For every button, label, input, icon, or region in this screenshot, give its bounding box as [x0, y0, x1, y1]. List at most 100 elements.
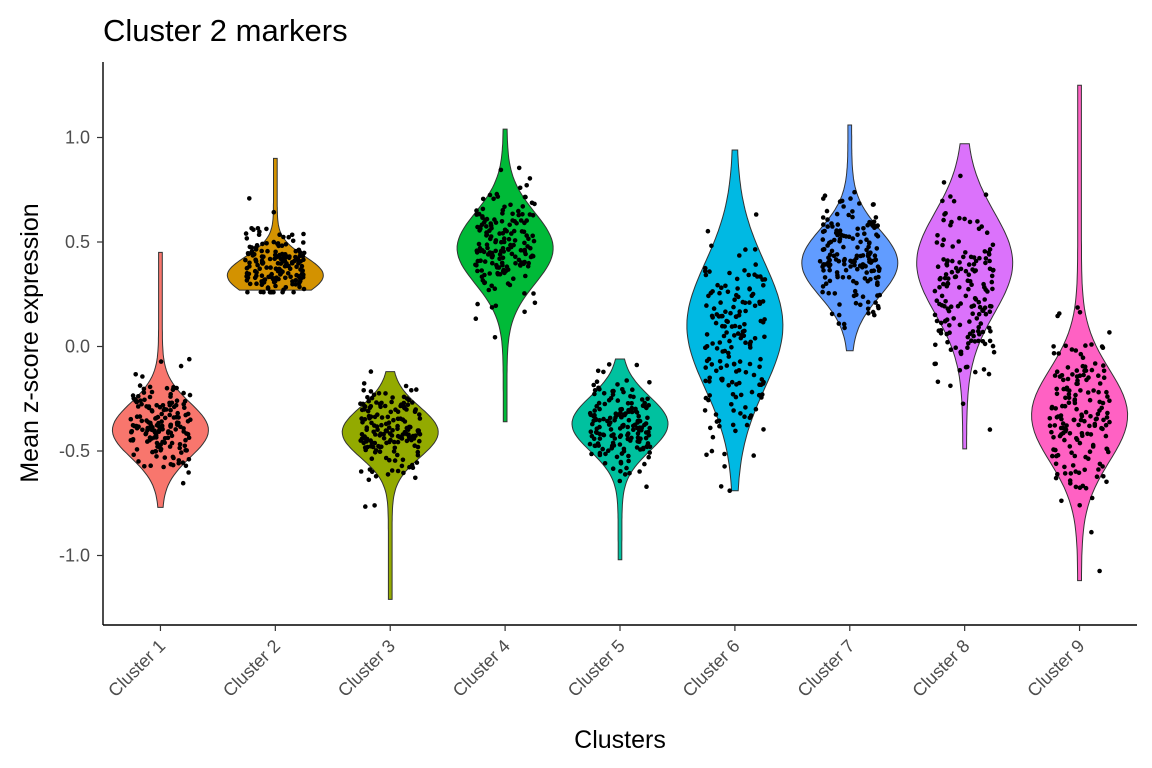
data-point: [962, 216, 967, 222]
data-point: [480, 278, 486, 283]
data-point: [869, 258, 875, 264]
data-point: [1063, 428, 1068, 434]
data-point: [706, 356, 712, 362]
data-point: [369, 420, 374, 426]
data-point: [253, 245, 259, 250]
data-point: [273, 283, 278, 289]
data-point: [379, 415, 385, 420]
data-point: [271, 209, 277, 215]
data-point: [741, 333, 747, 339]
data-point: [854, 280, 859, 286]
data-point: [1059, 373, 1065, 378]
data-point: [391, 417, 396, 423]
data-point: [133, 372, 138, 377]
data-point: [495, 270, 500, 276]
data-point: [154, 440, 160, 446]
data-point: [746, 272, 751, 278]
data-point: [253, 273, 259, 279]
data-point: [154, 403, 159, 408]
x-tick-label: Cluster 9: [1023, 636, 1088, 701]
data-point: [488, 223, 494, 228]
data-point: [945, 281, 951, 287]
data-point: [474, 208, 479, 213]
data-point: [982, 249, 988, 254]
data-point: [1077, 440, 1083, 446]
data-point: [257, 266, 263, 272]
data-point: [870, 202, 876, 207]
data-point: [841, 244, 846, 250]
data-point: [646, 433, 652, 438]
data-point: [717, 290, 722, 296]
x-tick-label: Cluster 6: [679, 636, 744, 701]
data-point: [628, 394, 633, 399]
data-point: [736, 294, 741, 300]
data-point: [874, 282, 880, 287]
data-point: [761, 427, 766, 432]
data-point: [532, 300, 538, 306]
data-point: [494, 191, 500, 197]
data-point: [619, 414, 624, 420]
data-point: [399, 436, 405, 441]
data-point: [738, 411, 743, 416]
data-point: [826, 263, 832, 269]
data-point: [378, 404, 383, 410]
data-point: [957, 215, 962, 221]
data-point: [297, 284, 302, 290]
data-point: [271, 289, 276, 295]
data-point: [634, 362, 640, 368]
violin-1: [111, 251, 209, 508]
data-point: [1061, 377, 1066, 383]
data-point: [626, 417, 632, 423]
data-point: [1053, 406, 1058, 411]
data-point: [860, 253, 866, 258]
data-point: [416, 431, 422, 436]
data-point: [642, 461, 647, 467]
data-point: [516, 165, 522, 171]
y-tick-label: 1.0: [65, 128, 90, 148]
data-point: [935, 233, 940, 238]
data-point: [175, 410, 180, 416]
data-point: [1105, 394, 1110, 399]
data-point: [1053, 447, 1058, 453]
data-point: [825, 217, 830, 222]
data-point: [485, 245, 490, 251]
data-point: [935, 379, 941, 385]
data-point: [140, 427, 145, 433]
data-point: [855, 232, 860, 238]
data-point: [530, 233, 535, 239]
data-point: [265, 248, 270, 254]
data-point: [645, 396, 650, 402]
data-point: [366, 398, 372, 404]
data-point: [362, 407, 367, 412]
data-point: [875, 293, 880, 298]
data-point: [511, 276, 516, 282]
data-point: [1080, 355, 1086, 361]
data-point: [826, 290, 831, 296]
data-point: [876, 274, 881, 280]
data-point: [948, 304, 954, 310]
data-point: [516, 212, 521, 218]
data-point: [934, 298, 940, 304]
data-point: [617, 442, 623, 447]
data-point: [631, 427, 636, 433]
data-point: [1065, 365, 1071, 370]
data-point: [1088, 432, 1094, 437]
data-point: [371, 429, 377, 435]
data-point: [762, 277, 768, 282]
data-point: [1092, 361, 1098, 366]
data-point: [957, 368, 963, 373]
data-point: [1092, 421, 1098, 427]
data-point: [950, 244, 955, 249]
data-point: [510, 211, 515, 217]
data-point: [822, 193, 828, 198]
data-point: [482, 272, 487, 278]
data-point: [516, 208, 521, 214]
data-point: [957, 285, 962, 290]
data-point: [514, 221, 519, 226]
data-point: [1082, 418, 1087, 424]
data-point: [744, 422, 750, 428]
data-point: [820, 284, 826, 289]
data-point: [360, 420, 365, 425]
data-point: [1097, 399, 1102, 405]
data-point: [840, 275, 846, 280]
